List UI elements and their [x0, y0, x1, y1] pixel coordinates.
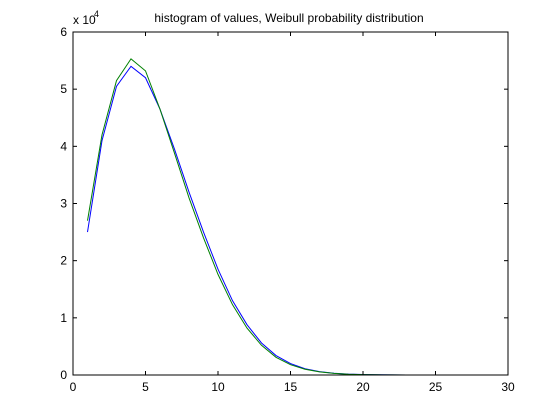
- y-tick-label: 2: [60, 254, 67, 268]
- y-axis-multiplier-exponent: 4: [94, 9, 99, 19]
- y-axis-ticks: 0 1 2 3 4 5 6: [60, 25, 508, 382]
- x-tick-label: 25: [429, 380, 443, 394]
- y-tick-label: 4: [60, 139, 67, 153]
- y-tick-label: 3: [60, 197, 67, 211]
- y-axis-multiplier-base: x 10: [73, 13, 96, 27]
- chart-title: histogram of values, Weibull probability…: [154, 11, 423, 25]
- x-tick-label: 20: [356, 380, 370, 394]
- x-tick-label: 5: [142, 380, 149, 394]
- x-tick-label: 10: [211, 380, 225, 394]
- y-tick-label: 1: [60, 311, 67, 325]
- y-tick-label: 5: [60, 82, 67, 96]
- x-axis-ticks: 0 5 10 15 20 25 30: [70, 32, 515, 394]
- y-tick-label: 6: [60, 25, 67, 39]
- y-tick-label: 0: [60, 368, 67, 382]
- x-tick-label: 0: [70, 380, 77, 394]
- x-tick-label: 15: [284, 380, 298, 394]
- x-tick-label: 30: [501, 380, 515, 394]
- plot-area: [73, 32, 508, 375]
